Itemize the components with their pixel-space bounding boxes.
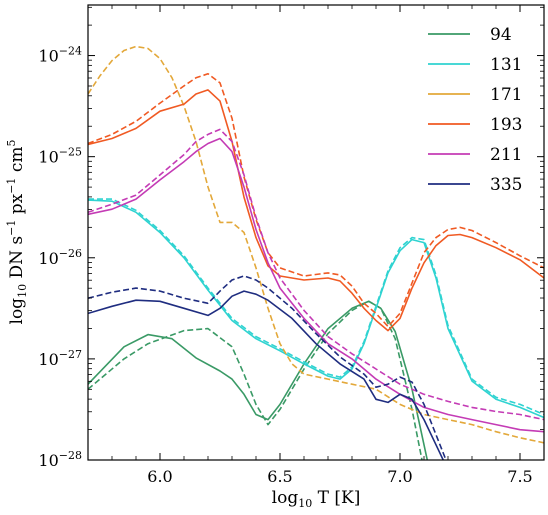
legend: 94 131 171 193 211 335 [428,25,522,195]
plot-frame [87,4,545,461]
series-193-solid-line [88,89,544,332]
legend-label-171: 171 [490,85,522,105]
series-131-dashed-line [88,198,544,416]
y-tick-label: 10−25 [38,146,82,167]
y-axis-label: log10 DN s−1 px−1 cm5 [5,140,29,325]
series-211-solid-line [88,137,544,433]
y-tick-label: 10−24 [38,45,82,66]
x-axis-label: log10 T [K] [272,488,361,510]
y-tick-label: 10−27 [38,348,82,369]
series-193-dashed-line [88,73,544,328]
plot-area-lines [88,45,544,460]
series-335-solid-line [88,290,445,460]
y-tick-label: 10−28 [38,449,82,470]
y-tick-label: 10−26 [38,247,82,268]
x-tick-label: 6.5 [267,467,292,486]
x-tick-label: 7.0 [387,467,412,486]
series-171-dashed-line [88,45,544,444]
legend-label-94: 94 [490,25,512,45]
legend-label-211: 211 [490,145,522,165]
legend-label-193: 193 [490,115,522,135]
series-131-solid-line [88,199,544,419]
legend-label-335: 335 [490,175,522,195]
series-211-dashed-line [88,128,544,421]
x-tick-label: 6.0 [147,467,172,486]
series-94-solid-line [88,300,429,460]
axis-ticks: 6.0 6.5 7.0 7.5 10−24 10−25 10−26 10−27 10−28 [38,5,545,486]
series-94-dashed-line [88,300,423,460]
x-tick-label: 7.5 [507,467,532,486]
legend-label-131: 131 [490,55,522,75]
series-335-dashed-line [88,275,447,460]
